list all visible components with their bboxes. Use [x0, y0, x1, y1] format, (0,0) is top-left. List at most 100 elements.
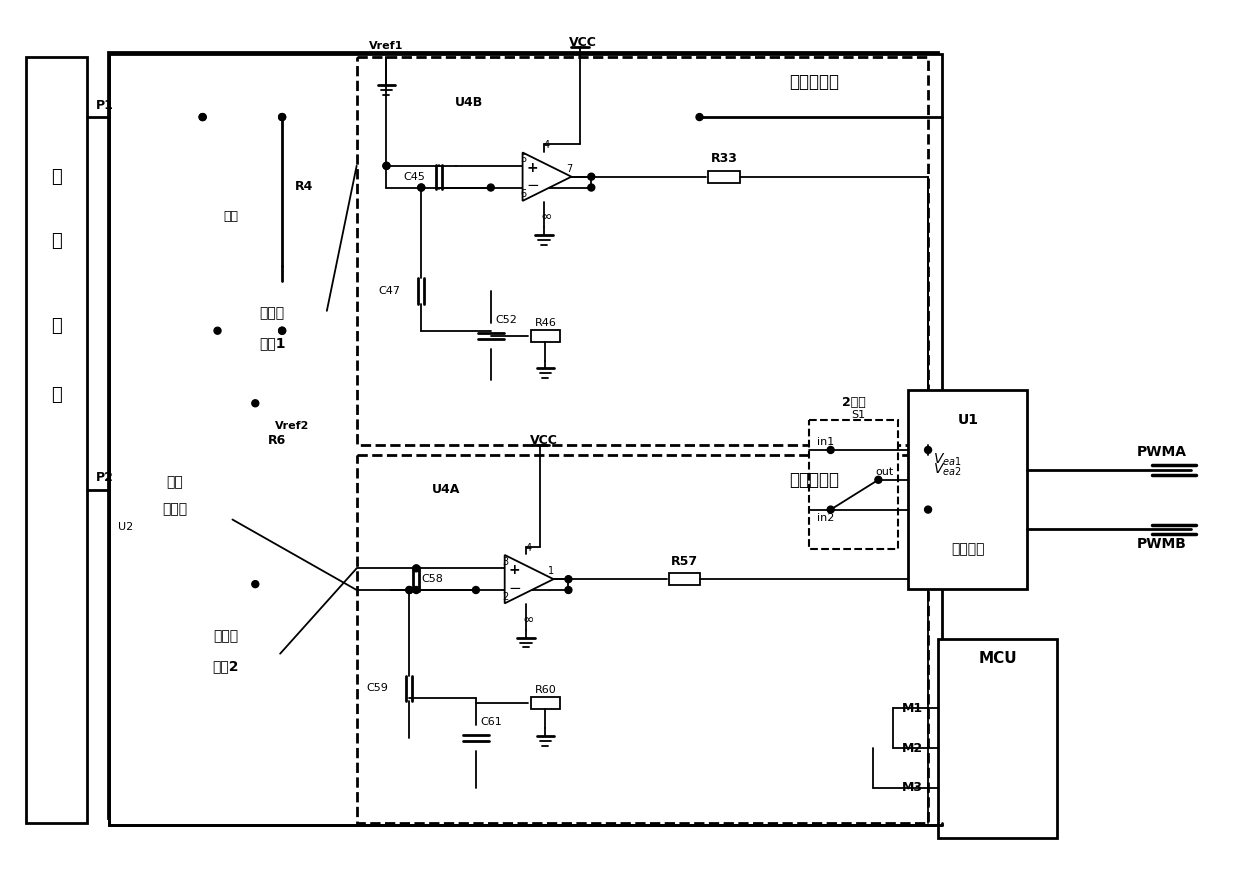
Text: U4A: U4A — [432, 483, 460, 497]
Text: +: + — [527, 160, 538, 174]
Circle shape — [588, 174, 595, 180]
Circle shape — [925, 506, 931, 513]
Text: P1: P1 — [97, 99, 114, 111]
Circle shape — [279, 328, 285, 335]
Bar — [108, 53, 937, 818]
Text: 6: 6 — [521, 190, 527, 199]
Bar — [708, 171, 740, 182]
Text: 1: 1 — [548, 566, 554, 576]
Bar — [668, 573, 701, 585]
Circle shape — [696, 114, 703, 120]
Text: U2: U2 — [119, 522, 134, 532]
Circle shape — [200, 114, 206, 120]
Text: ∞: ∞ — [541, 210, 552, 224]
Text: 2选一: 2选一 — [842, 396, 866, 409]
Text: M1: M1 — [901, 702, 923, 715]
Circle shape — [875, 476, 882, 483]
Circle shape — [279, 328, 285, 335]
Text: M3: M3 — [901, 781, 923, 795]
Text: 电: 电 — [51, 167, 62, 186]
Circle shape — [418, 184, 425, 191]
Text: ∞: ∞ — [523, 612, 534, 627]
Text: 数字电: 数字电 — [213, 629, 238, 643]
Text: 输: 输 — [51, 317, 62, 335]
Circle shape — [472, 587, 480, 594]
Text: R57: R57 — [671, 554, 698, 568]
Circle shape — [252, 580, 259, 587]
Text: $V_{ea2}$: $V_{ea2}$ — [932, 462, 962, 478]
Circle shape — [252, 400, 259, 407]
Text: −: − — [508, 581, 521, 595]
Text: R33: R33 — [711, 152, 738, 166]
Text: out: out — [875, 467, 893, 477]
Text: S1: S1 — [852, 410, 866, 420]
Text: MCU: MCU — [978, 651, 1017, 666]
Text: 3: 3 — [502, 556, 508, 567]
Text: C47: C47 — [378, 286, 401, 296]
Text: 电流: 电流 — [166, 474, 184, 489]
Text: R6: R6 — [268, 433, 286, 447]
Text: 恒流控制环: 恒流控制环 — [789, 471, 838, 489]
Circle shape — [487, 184, 495, 191]
Circle shape — [418, 184, 425, 191]
Bar — [357, 58, 928, 445]
Bar — [249, 431, 262, 459]
Text: Vref1: Vref1 — [370, 41, 404, 51]
Bar — [531, 329, 560, 342]
Circle shape — [279, 114, 285, 120]
Circle shape — [413, 587, 420, 594]
Text: U1: U1 — [957, 413, 978, 427]
Text: 恒压控制环: 恒压控制环 — [789, 73, 838, 92]
Text: 传感器: 传感器 — [162, 503, 187, 516]
Text: $V_{ea1}$: $V_{ea1}$ — [932, 452, 962, 468]
Text: in2: in2 — [817, 513, 835, 522]
Text: 7: 7 — [565, 164, 572, 174]
Bar — [118, 460, 232, 539]
Text: C52: C52 — [496, 315, 517, 325]
Text: 2: 2 — [502, 592, 508, 602]
Bar — [937, 639, 1058, 837]
Polygon shape — [505, 555, 553, 603]
Circle shape — [925, 447, 931, 453]
Bar — [26, 58, 87, 822]
Circle shape — [405, 587, 413, 594]
Circle shape — [405, 587, 413, 594]
Circle shape — [200, 114, 206, 120]
Text: in1: in1 — [817, 437, 835, 447]
Circle shape — [588, 184, 595, 191]
Text: PWMB: PWMB — [1137, 538, 1187, 552]
Bar — [357, 455, 928, 822]
Text: −: − — [526, 178, 539, 193]
Text: 4: 4 — [543, 141, 549, 150]
Polygon shape — [522, 152, 572, 201]
Text: +: + — [508, 563, 521, 577]
Text: C58: C58 — [422, 574, 443, 584]
Bar — [277, 182, 288, 210]
Circle shape — [827, 447, 835, 453]
Bar — [109, 54, 942, 825]
Text: Vref2: Vref2 — [275, 421, 310, 431]
Text: C45: C45 — [403, 172, 425, 182]
Text: U4B: U4B — [455, 95, 484, 109]
Circle shape — [279, 114, 285, 120]
Text: M2: M2 — [901, 741, 923, 755]
Circle shape — [565, 576, 572, 583]
Circle shape — [565, 587, 572, 594]
Text: VCC: VCC — [529, 433, 558, 447]
Text: 负载: 负载 — [223, 210, 238, 222]
Text: C59: C59 — [367, 684, 388, 693]
Bar — [217, 281, 327, 380]
Circle shape — [215, 328, 221, 335]
Bar — [531, 698, 560, 709]
Text: C61: C61 — [481, 717, 502, 727]
Text: 位器1: 位器1 — [259, 336, 285, 351]
Bar — [197, 207, 208, 235]
Text: 源: 源 — [51, 232, 62, 250]
Bar — [808, 420, 898, 549]
Text: P2: P2 — [97, 472, 114, 484]
Text: 出: 出 — [51, 386, 62, 404]
Text: R46: R46 — [534, 318, 557, 328]
Text: 4: 4 — [526, 543, 532, 553]
Text: 控制芯片: 控制芯片 — [951, 542, 985, 556]
Circle shape — [383, 162, 389, 169]
